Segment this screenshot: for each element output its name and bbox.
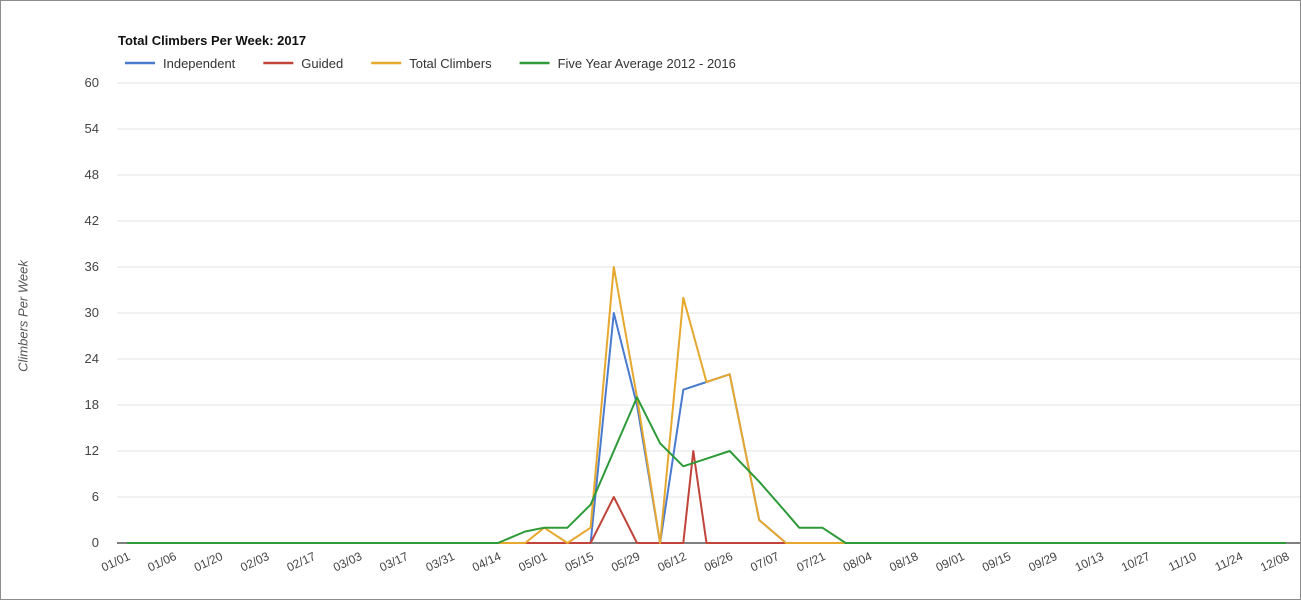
legend-item: Guided: [263, 56, 343, 71]
x-tick-label: 11/10: [1166, 549, 1199, 574]
x-tick-label: 01/20: [192, 549, 225, 575]
legend: Independent Guided Total Climbers Five Year…: [125, 56, 736, 71]
y-tick-label: 60: [85, 75, 99, 90]
chart-title: Total Climbers Per Week: 2017: [118, 33, 306, 48]
y-tick-label: 6: [92, 489, 99, 504]
y-tick-label: 12: [85, 443, 99, 458]
y-tick-label: 48: [85, 167, 99, 182]
x-tick-label: 08/04: [841, 549, 874, 575]
x-tick-label: 01/06: [145, 549, 178, 575]
x-tick-label: 11/24: [1213, 549, 1246, 574]
y-tick-label: 18: [85, 397, 99, 412]
x-tick-label: 09/15: [980, 549, 1013, 575]
x-tick-labels: 01/01 01/06 01/20 02/03 02/17 03/03 03/17 03/31…: [99, 549, 1291, 575]
series-lines: [127, 266, 1286, 544]
x-tick-label: 09/29: [1026, 549, 1059, 575]
x-tick-label: 02/03: [238, 549, 271, 575]
x-tick-label: 09/01: [934, 549, 967, 575]
legend-label: Guided: [301, 56, 343, 71]
y-axis-label: Climbers Per Week: [15, 260, 31, 372]
y-tick-label: 42: [85, 213, 99, 228]
x-tick-label: 12/08: [1258, 549, 1291, 575]
x-tick-label: 04/14: [470, 549, 503, 575]
x-tick-label: 06/12: [655, 549, 688, 575]
y-tick-label: 30: [85, 305, 99, 320]
y-tick-label: 36: [85, 259, 99, 274]
series-line-independent: [127, 312, 1286, 544]
x-tick-label: 06/26: [702, 549, 735, 575]
x-tick-label: 03/17: [377, 549, 410, 575]
legend-label: Independent: [163, 56, 236, 71]
legend-item: Five Year Average 2012 - 2016: [519, 56, 736, 71]
y-tick-labels: 0 6 12 18 24 30 36 42 48 54 60: [85, 75, 99, 550]
x-tick-label: 05/29: [609, 549, 642, 575]
y-tick-label: 54: [85, 121, 99, 136]
x-tick-label: 10/13: [1073, 549, 1106, 575]
series-line-five-year-average-2012-2016: [127, 396, 1286, 544]
y-tick-label: 24: [85, 351, 99, 366]
x-tick-label: 10/27: [1119, 549, 1152, 575]
x-tick-label: 07/21: [795, 549, 828, 575]
legend-label: Total Climbers: [409, 56, 492, 71]
x-tick-label: 03/03: [331, 549, 364, 575]
x-tick-label: 07/07: [748, 549, 781, 575]
legend-label: Five Year Average 2012 - 2016: [558, 56, 736, 71]
x-tick-label: 05/01: [516, 549, 549, 575]
legend-item: Total Climbers: [371, 56, 492, 71]
x-tick-label: 08/18: [887, 549, 920, 575]
x-tick-label: 03/31: [424, 549, 457, 575]
series-line-total-climbers: [127, 266, 1286, 544]
grid-lines: [117, 82, 1300, 544]
x-tick-label: 02/17: [285, 549, 318, 575]
x-tick-label: 05/15: [563, 549, 596, 575]
legend-item: Independent: [125, 56, 236, 71]
x-tick-label: 01/01: [99, 549, 132, 575]
y-tick-label: 0: [92, 535, 99, 550]
